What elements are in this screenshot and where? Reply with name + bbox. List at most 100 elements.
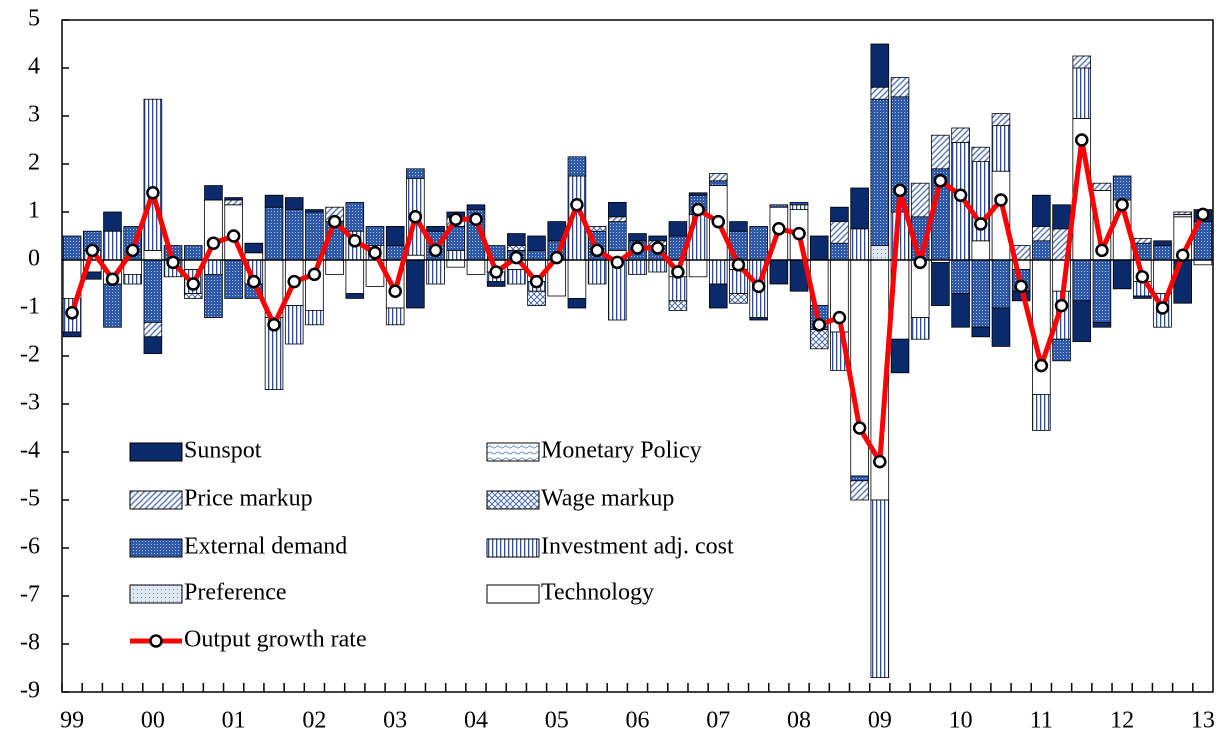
bar-segment (305, 309, 324, 326)
bar-segment (103, 211, 122, 232)
line-marker (1135, 270, 1150, 284)
legend-swatch (129, 538, 183, 558)
bar-segment (143, 98, 163, 251)
bar-segment (1052, 338, 1071, 362)
bar-segment (910, 317, 930, 340)
legend-label: Technology (541, 580, 654, 606)
bar-segment (224, 199, 243, 206)
bar-segment (1032, 225, 1051, 242)
bar-segment (1153, 245, 1172, 261)
bar-segment (1092, 259, 1112, 323)
x-tick-label: 02 (302, 708, 326, 734)
bar-segment (567, 156, 587, 177)
legend-label: Output growth rate (184, 627, 367, 653)
y-tick-label: 0 (28, 246, 40, 272)
bar-segment (809, 329, 829, 350)
bar-segment (244, 252, 264, 261)
line-marker (1196, 207, 1210, 222)
line-marker (792, 226, 806, 241)
bar-segment (971, 326, 991, 338)
bar-segment (385, 245, 405, 261)
bar-segment (204, 185, 223, 201)
bar-segment (1072, 259, 1092, 302)
line-marker (146, 186, 160, 200)
line-marker (529, 274, 544, 289)
line-marker (1155, 301, 1170, 315)
line-marker (247, 274, 261, 289)
bar-segment (1072, 300, 1092, 342)
bar-segment (890, 338, 910, 374)
line-marker (994, 193, 1008, 207)
bar-segment (204, 259, 223, 275)
bar-segment (1153, 240, 1172, 247)
line-marker (974, 217, 988, 231)
bar-segment (426, 259, 445, 285)
bar-segment (951, 127, 970, 143)
bar-segment (769, 259, 789, 285)
y-tick-label: 2 (28, 150, 40, 176)
bar-segment (991, 125, 1011, 172)
bar-segment (446, 259, 466, 268)
x-tick-label: 07 (706, 708, 730, 734)
x-tick-label: 09 (868, 708, 892, 734)
line-marker (1074, 133, 1089, 147)
bar-segment (567, 297, 587, 309)
x-tick-label: 12 (1110, 708, 1134, 734)
bar-segment (123, 273, 142, 285)
bar-segment (951, 293, 970, 328)
bar-segment (406, 168, 425, 179)
y-tick-label: 3 (28, 102, 40, 128)
line-marker (650, 241, 665, 255)
bar-segment (809, 235, 829, 261)
line-marker (469, 212, 483, 226)
bar-segment (1112, 175, 1132, 201)
bar-segment (628, 259, 647, 275)
bar-segment (466, 259, 486, 275)
y-tick-label: 4 (28, 54, 40, 80)
bar-segment (284, 197, 304, 211)
bar-segment (1092, 182, 1112, 191)
x-tick-label: 05 (545, 708, 569, 734)
line-marker (408, 210, 423, 224)
bar-segment (365, 225, 385, 246)
line-marker (489, 265, 503, 279)
bar-segment (345, 259, 365, 294)
line-marker (186, 277, 201, 291)
bar-segment (466, 204, 486, 211)
legend-label: External demand (184, 534, 347, 560)
bar-segment (971, 259, 991, 328)
bar-segment (385, 307, 405, 326)
bar-segment (991, 307, 1011, 347)
legend-label: Price markup (184, 486, 313, 512)
bar-segment (264, 206, 284, 261)
bar-segment (708, 259, 728, 285)
bar-segment (345, 201, 365, 232)
bar-segment (971, 240, 991, 261)
y-tick-label: -9 (20, 678, 40, 704)
bar-segment (708, 180, 728, 187)
x-tick-label: 99 (60, 708, 84, 734)
line-marker (549, 250, 564, 265)
bar-segment (729, 221, 748, 232)
y-tick-label: -1 (20, 294, 40, 320)
line-marker (166, 255, 180, 270)
bar-segment (143, 259, 163, 323)
y-tick-label: -3 (20, 390, 40, 416)
bar-segment (426, 225, 445, 232)
legend-label: Preference (184, 580, 287, 606)
line-marker (731, 258, 746, 272)
bar-segment (567, 259, 587, 299)
bar-segment (1072, 67, 1092, 119)
bar-segment (608, 201, 627, 218)
bar-segment (305, 209, 324, 213)
bar-segment (345, 293, 365, 299)
bar-segment (991, 170, 1011, 261)
bar-segment (103, 230, 122, 261)
line-marker (671, 265, 685, 279)
line-marker (893, 183, 907, 198)
bar-segment (1032, 240, 1051, 261)
line-marker (509, 250, 524, 265)
line-marker (368, 246, 382, 260)
legend-swatch (129, 584, 183, 604)
